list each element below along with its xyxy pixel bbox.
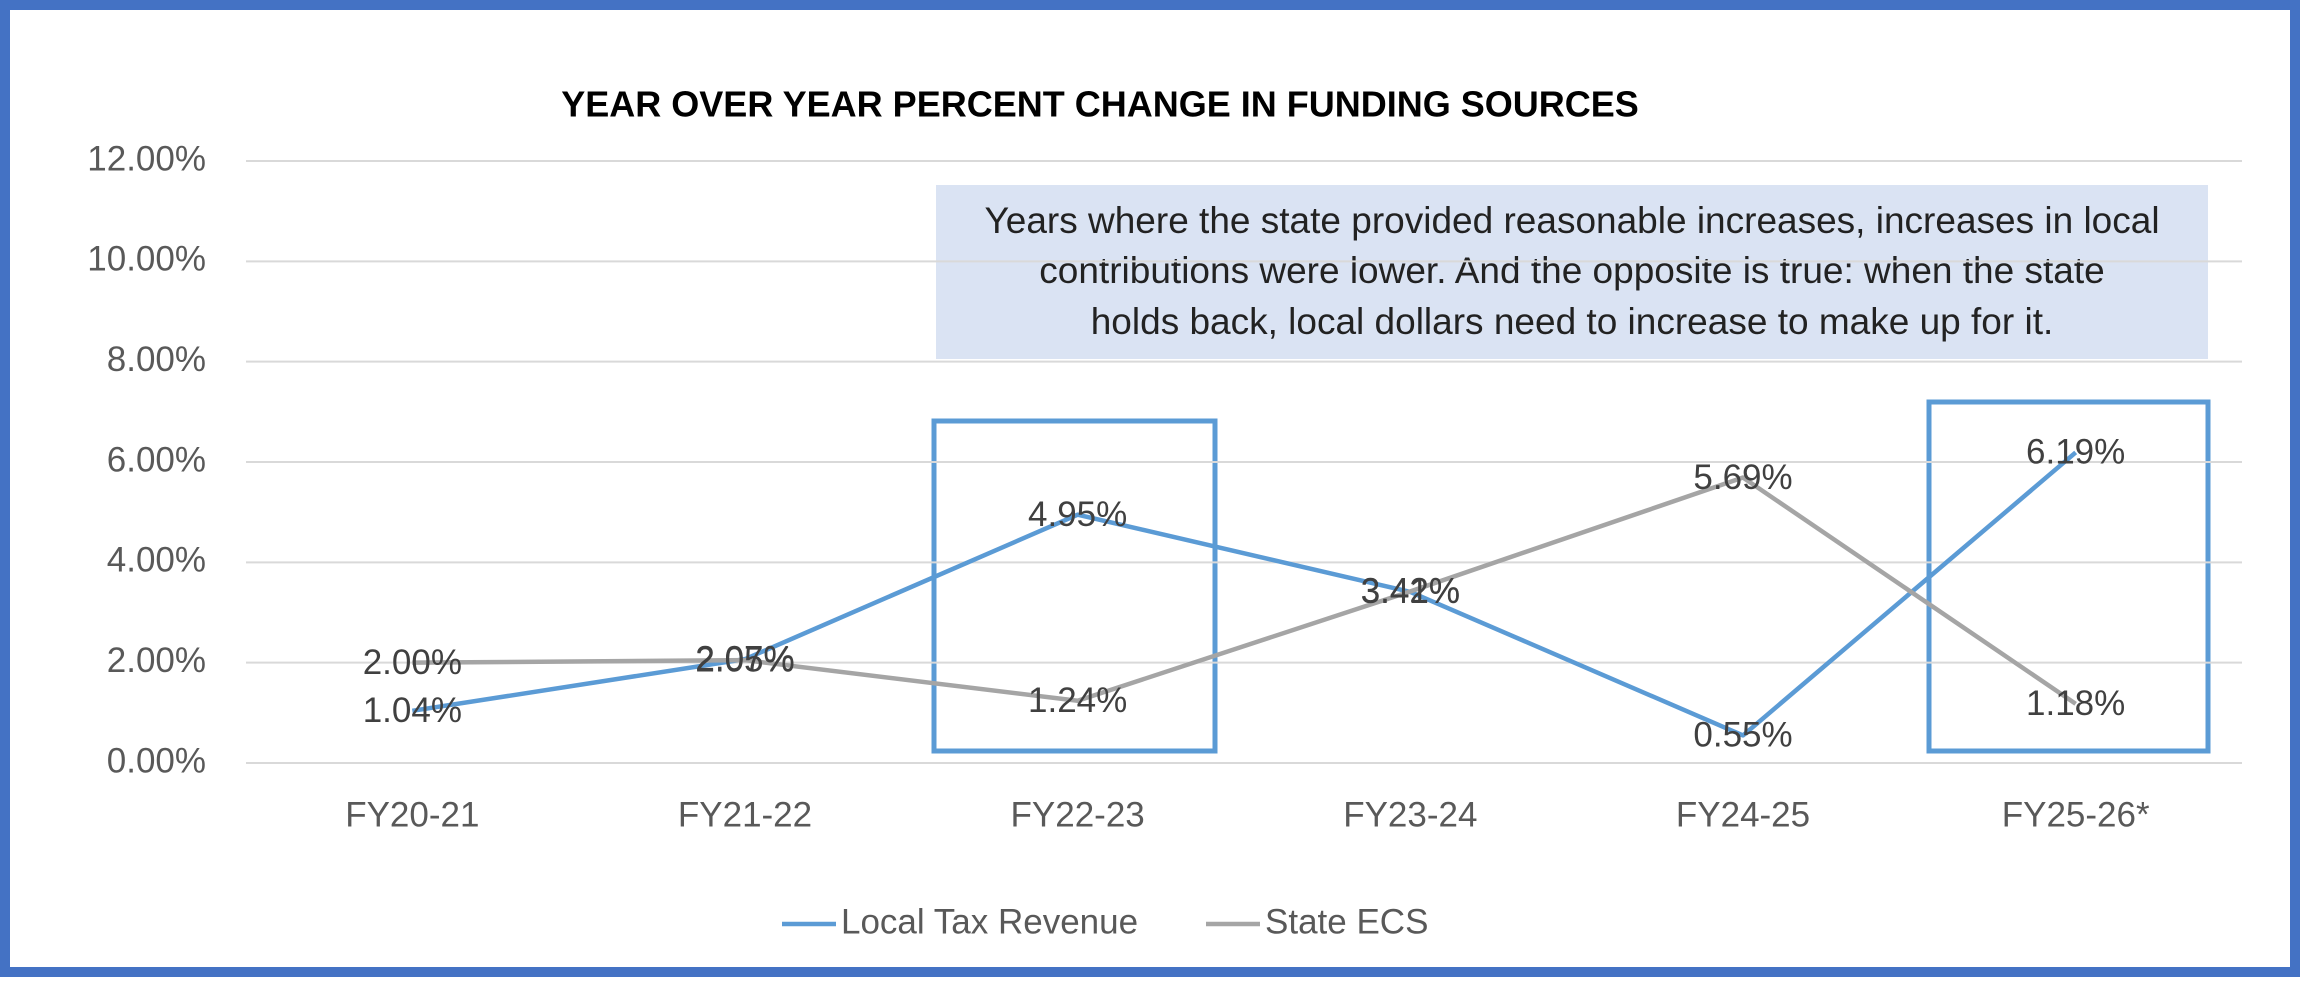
data-label: 1.24% <box>1028 681 1127 720</box>
data-label: 3.42% <box>1361 572 1460 611</box>
y-tick-label: 8.00% <box>107 340 206 379</box>
data-label: 2.05% <box>695 640 794 679</box>
data-label: 3.41% <box>1361 572 1460 611</box>
annotation-text: contributions were lower. And the opposi… <box>1039 250 2104 291</box>
chart-title: YEAR OVER YEAR PERCENT CHANGE IN FUNDING… <box>561 84 1638 125</box>
legend-label: Local Tax Revenue <box>841 902 1138 941</box>
y-tick-label: 6.00% <box>107 440 206 479</box>
legend-label: State ECS <box>1265 902 1428 941</box>
series-line <box>412 475 2077 706</box>
annotation-text: Years where the state provided reasonabl… <box>984 200 2159 241</box>
annotation-box <box>936 185 2208 359</box>
x-tick-label: FY25-26* <box>2002 795 2150 834</box>
y-tick-label: 4.00% <box>107 541 206 580</box>
data-label: 4.95% <box>1028 495 1127 534</box>
series-line <box>411 450 2078 738</box>
highlight-box <box>931 418 1218 754</box>
y-tick-label: 10.00% <box>87 240 206 279</box>
x-tick-label: FY21-22 <box>678 795 812 834</box>
y-tick-label: 12.00% <box>87 139 206 178</box>
data-label: 1.18% <box>2026 684 2125 723</box>
data-label: 6.19% <box>2026 433 2125 472</box>
data-label: 5.69% <box>1693 458 1792 497</box>
y-tick-label: 0.00% <box>107 741 206 780</box>
x-tick-label: FY24-25 <box>1676 795 1810 834</box>
data-label: 1.04% <box>363 691 462 730</box>
x-tick-label: FY23-24 <box>1343 795 1477 834</box>
annotation-text: holds back, local dollars need to increa… <box>1091 301 2054 342</box>
data-label: 2.07% <box>695 639 794 678</box>
x-tick-label: FY20-21 <box>345 795 479 834</box>
data-label: 0.55% <box>1693 716 1792 755</box>
x-tick-label: FY22-23 <box>1011 795 1145 834</box>
y-tick-label: 2.00% <box>107 641 206 680</box>
data-label: 2.00% <box>363 643 462 682</box>
